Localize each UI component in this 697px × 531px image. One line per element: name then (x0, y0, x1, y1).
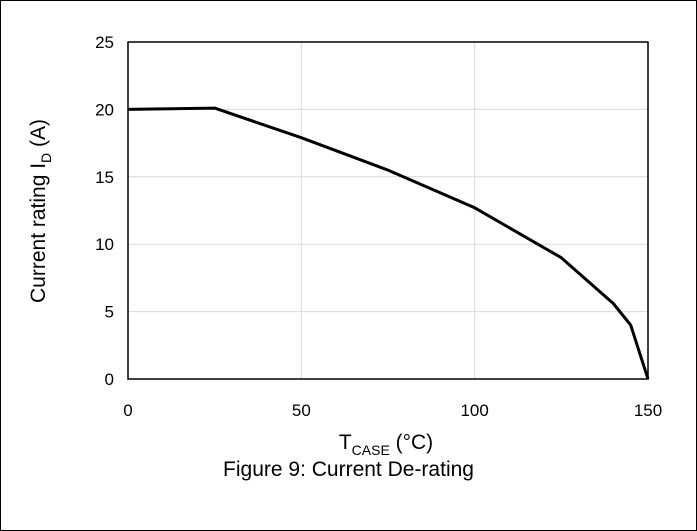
y-axis-title-main: Current rating I (27, 163, 50, 303)
y-tick-label: 20 (95, 100, 114, 119)
y-tick-label: 10 (95, 235, 114, 254)
y-tick-label: 15 (95, 168, 114, 187)
x-axis-title: TCASE (°C) (339, 431, 433, 458)
x-axis-tick-labels: 0 50 100 150 (123, 401, 662, 420)
plot-area-border (127, 41, 649, 380)
x-tick-label: 100 (460, 401, 488, 420)
x-tick-label: 150 (634, 401, 662, 420)
x-tick-label: 50 (292, 401, 311, 420)
y-tick-label: 0 (105, 370, 114, 389)
series-line (127, 106, 650, 380)
x-axis-title-main: T (339, 431, 352, 454)
x-axis-title-subscript: CASE (352, 442, 390, 458)
y-axis-title-unit: (A) (27, 119, 50, 153)
y-tick-label: 25 (95, 33, 114, 52)
figure-caption: Figure 9: Current De-rating (223, 458, 474, 481)
y-axis-title: Current rating ID (A) (27, 119, 54, 303)
x-axis-title-unit: (°C) (390, 431, 433, 454)
x-tick-label: 0 (123, 401, 132, 420)
y-axis-title-subscript: D (38, 153, 54, 163)
y-tick-label: 5 (105, 303, 114, 322)
grid-lines (128, 42, 648, 379)
y-axis-tick-labels: 0 5 10 15 20 25 (95, 33, 114, 389)
